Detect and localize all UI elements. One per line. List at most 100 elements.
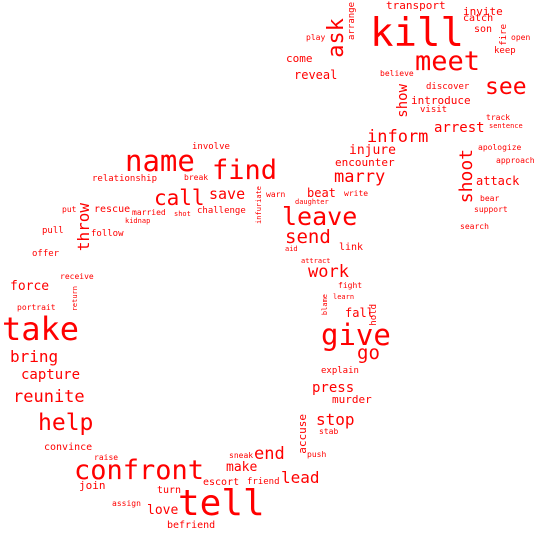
word-search: search (460, 222, 489, 231)
word-attack: attack (476, 174, 520, 188)
word-stop: stop (316, 410, 355, 429)
word-daughter: daughter (295, 198, 329, 206)
word-save: save (209, 185, 246, 203)
word-work: work (308, 262, 349, 282)
word-name: name (125, 144, 195, 178)
word-learn: learn (333, 293, 355, 301)
word-sneak: sneak (229, 451, 254, 460)
word-write: write (344, 189, 369, 198)
word-bring: bring (10, 347, 59, 366)
word-make: make (226, 460, 258, 475)
word-inform: inform (367, 127, 429, 147)
word-come: come (286, 52, 313, 65)
word-warn: warn (266, 190, 286, 199)
word-send: send (285, 226, 331, 248)
word-explain: explain (321, 366, 359, 376)
word-push: push (307, 450, 327, 459)
word-fall: fall (345, 306, 374, 320)
word-receive: receive (60, 272, 94, 281)
word-lead: lead (281, 468, 320, 487)
word-stab: stab (319, 427, 339, 436)
word-murder: murder (332, 393, 372, 406)
word-involve: involve (192, 142, 230, 152)
word-turn: turn (157, 485, 182, 496)
word-convince: convince (44, 442, 93, 453)
word-call: call (154, 186, 205, 210)
word-fight: fight (338, 281, 363, 290)
word-leave: leave (282, 202, 358, 231)
word-play: play (306, 33, 326, 42)
word-kidnap: kidnap (125, 217, 151, 225)
word-pull: pull (42, 226, 64, 236)
word-help: help (38, 410, 94, 436)
word-raise: raise (94, 453, 119, 462)
word-find: find (212, 155, 278, 186)
word-offer: offer (32, 249, 60, 259)
word-arrange: arrange (347, 2, 357, 40)
word-reveal: reveal (294, 68, 338, 82)
word-friend: friend (247, 477, 280, 487)
word-son: son (474, 24, 493, 35)
word-reunite: reunite (13, 387, 85, 407)
word-follow: follow (91, 229, 124, 239)
word-married: married (132, 208, 166, 217)
word-catch: catch (463, 13, 494, 24)
word-escort: escort (203, 477, 240, 488)
word-visit: visit (420, 105, 448, 115)
word-apologize: apologize (478, 143, 522, 152)
word-blame: blame (321, 294, 329, 316)
word-confront: confront (74, 455, 205, 486)
word-attract: attract (301, 257, 331, 265)
word-return: return (71, 286, 79, 312)
word-fire: fire (499, 24, 509, 46)
word-press: press (312, 380, 355, 396)
word-infuriate: infuriate (255, 186, 263, 224)
word-open: open (511, 33, 531, 42)
word-shot: shot (174, 210, 191, 218)
word-put: put (62, 205, 77, 214)
word-aid: aid (285, 245, 298, 253)
word-portrait: portrait (17, 303, 56, 312)
word-befriend: befriend (167, 520, 216, 531)
word-join: join (79, 479, 106, 492)
word-ask: ask (324, 18, 349, 58)
word-throw: throw (74, 203, 93, 252)
word-keep: keep (494, 46, 516, 56)
word-kill: kill (370, 11, 464, 56)
word-meet: meet (415, 46, 481, 77)
word-beat: beat (307, 186, 336, 200)
word-go: go (357, 342, 380, 364)
word-bear: bear (480, 194, 500, 203)
word-injure: injure (349, 143, 396, 158)
word-give: give (321, 318, 391, 352)
word-encounter: encounter (335, 156, 395, 169)
word-break: break (184, 173, 209, 182)
word-love: love (147, 503, 179, 518)
word-challenge: challenge (197, 206, 246, 216)
word-assign: assign (112, 499, 141, 508)
word-discover: discover (426, 82, 470, 92)
word-tell: tell (178, 483, 265, 524)
word-invite: invite (463, 5, 503, 18)
word-track: track (486, 113, 511, 122)
word-marry: marry (334, 167, 386, 187)
word-shoot: shoot (456, 149, 477, 204)
word-support: support (474, 205, 508, 214)
word-force: force (10, 279, 50, 294)
word-show: show (395, 84, 411, 118)
word-believe: believe (380, 69, 414, 78)
word-capture: capture (21, 367, 81, 383)
word-transport: transport (386, 0, 446, 12)
word-take: take (2, 310, 80, 348)
word-relationship: relationship (92, 174, 158, 184)
word-see: see (485, 74, 527, 100)
word-accuse: accuse (296, 414, 309, 454)
word-rescue: rescue (94, 204, 131, 215)
word-link: link (339, 242, 364, 253)
word-sentence: sentence (489, 122, 523, 130)
word-end: end (254, 444, 285, 464)
word-approach: approach (496, 156, 535, 165)
word-introduce: introduce (411, 94, 471, 107)
word-arrest: arrest (434, 120, 485, 136)
